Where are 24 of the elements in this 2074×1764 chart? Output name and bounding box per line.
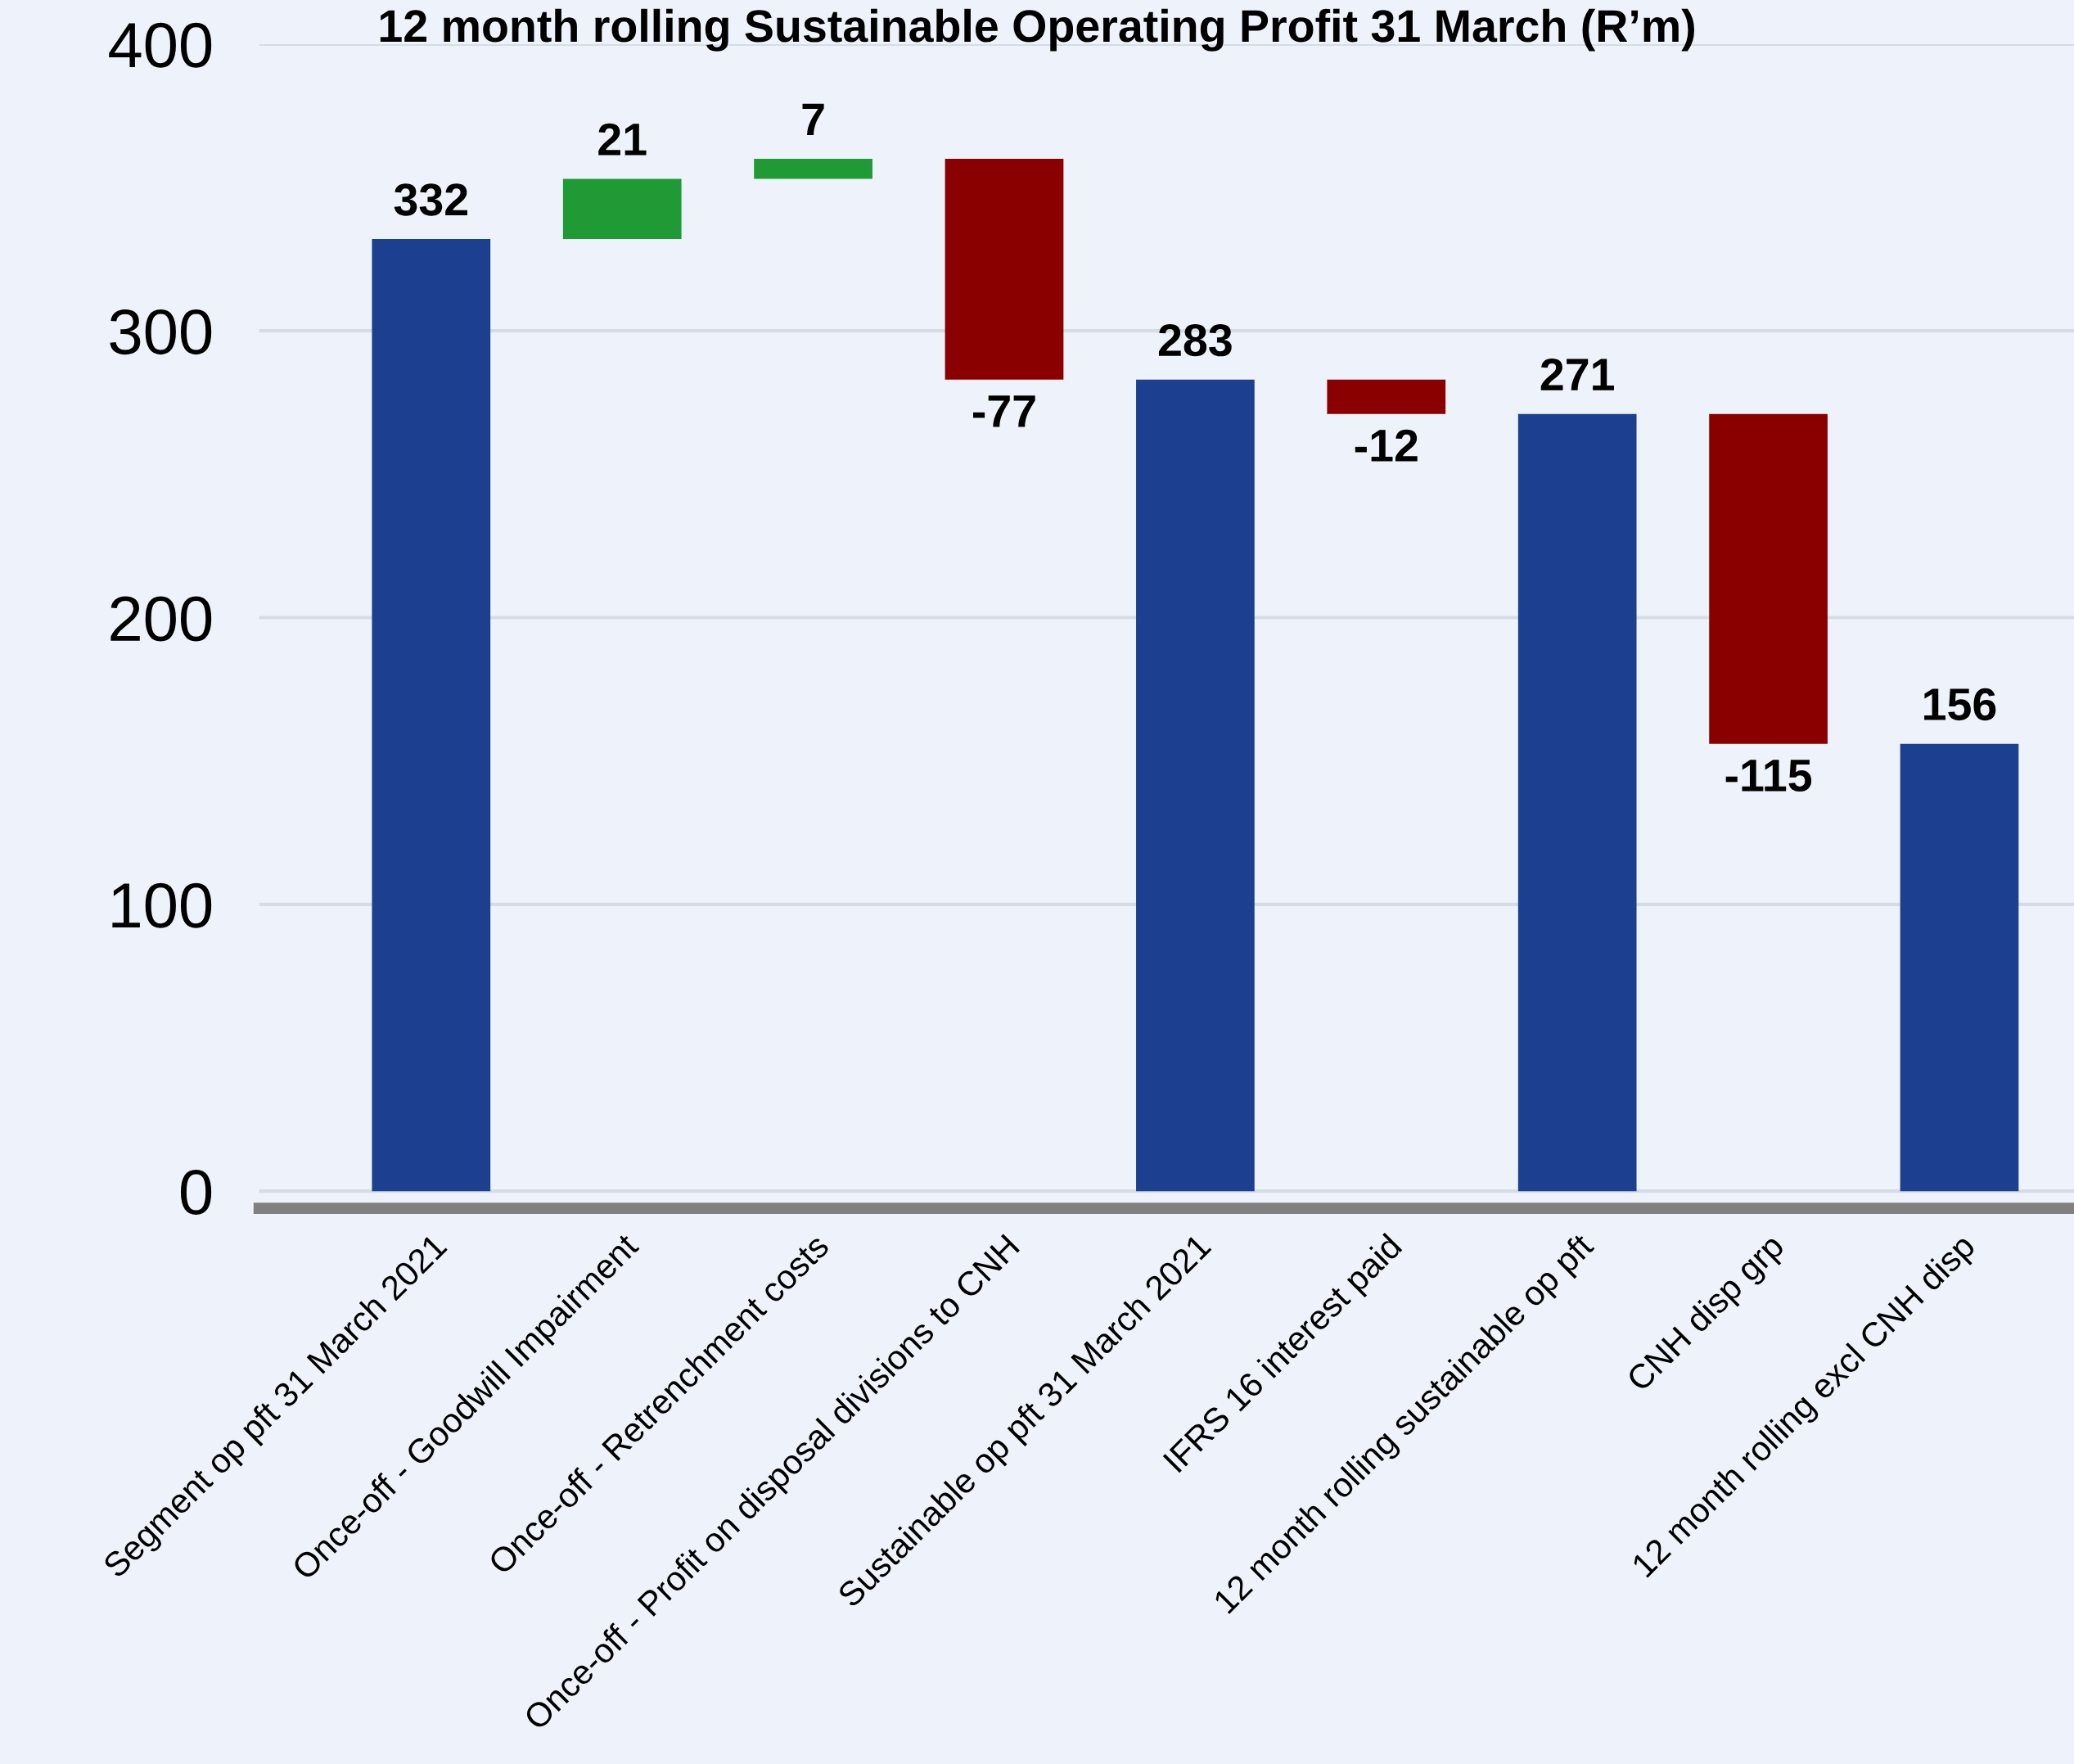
data-label: 156 — [1924, 688, 1996, 721]
data-label: 283 — [1158, 323, 1232, 357]
data-label: 7 — [802, 103, 824, 135]
bar — [1136, 379, 1255, 1192]
y-tick-label: 100 — [112, 882, 212, 928]
data-label: 21 — [598, 123, 647, 156]
bar — [1327, 379, 1446, 414]
data-label: -12 — [1355, 429, 1418, 462]
bar — [1517, 413, 1637, 1192]
bar — [372, 239, 491, 1192]
y-tick-label: 400 — [109, 22, 212, 68]
bar — [945, 159, 1064, 380]
bar — [1900, 743, 2019, 1192]
bar — [1709, 413, 1828, 744]
data-label: -115 — [1725, 760, 1812, 792]
data-label: 271 — [1540, 358, 1614, 390]
y-tick-label: 300 — [110, 309, 212, 355]
y-tick-label: 0 — [180, 1170, 212, 1216]
bar — [754, 159, 872, 179]
data-label: -77 — [973, 395, 1035, 427]
y-tick-label: 200 — [110, 596, 212, 642]
bar — [562, 178, 682, 240]
data-label: 332 — [394, 183, 467, 216]
chart-title: 12 month rolling Sustainable Operating Profit 31 March (R’m) — [380, 8, 1694, 52]
